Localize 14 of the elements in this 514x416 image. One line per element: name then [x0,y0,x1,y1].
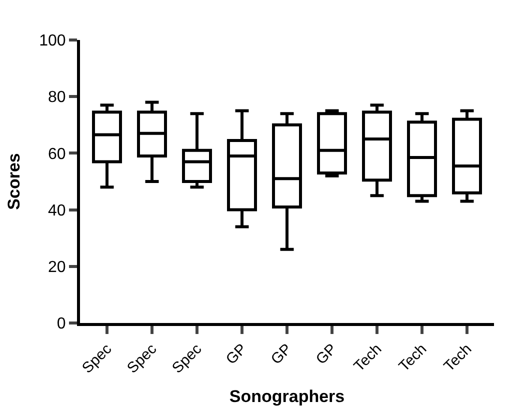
y-tick-label: 0 [56,316,66,333]
x-tick-label: Tech [350,340,386,376]
y-tick-label: 80 [48,89,66,106]
x-tick-label: Tech [396,340,430,376]
x-tick-label: GP [268,340,296,368]
y-tick-label: 60 [48,146,66,163]
x-tick-label: GP [222,340,250,368]
y-tick-label: 20 [48,259,66,276]
x-axis-title: Sonographers [229,387,345,406]
y-axis-title: Scores [4,153,24,210]
x-tick-label: GP [312,340,340,368]
y-tick-label: 40 [48,202,66,220]
x-tick-label: Tech [440,340,476,376]
y-tick-label: 100 [39,32,66,50]
